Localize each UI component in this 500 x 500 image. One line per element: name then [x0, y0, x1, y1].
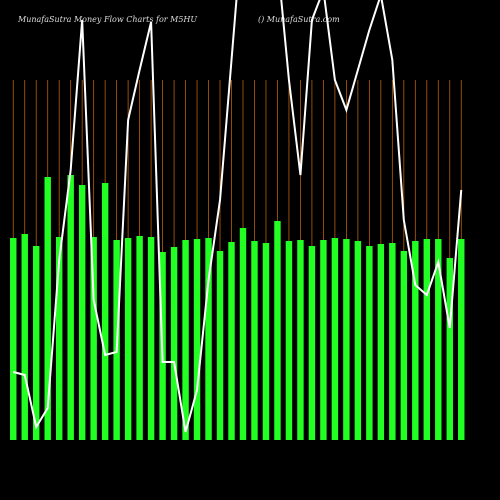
- bar: [78, 185, 86, 440]
- bar: [297, 240, 304, 440]
- bar: [33, 246, 40, 440]
- bar: [55, 237, 63, 440]
- bar: [44, 177, 51, 440]
- line: [12, 0, 463, 433]
- bar: [400, 251, 408, 440]
- bar: [136, 236, 143, 440]
- bar: [228, 242, 235, 440]
- bar: [182, 240, 189, 440]
- bar: [423, 239, 431, 440]
- chart-title: MunafaSutra Money Flow Charts for M5HU: [17, 15, 197, 24]
- bar: [354, 241, 362, 440]
- bar: [251, 241, 258, 440]
- bar: [412, 241, 419, 440]
- bar: [90, 237, 97, 440]
- bar: [10, 238, 17, 440]
- bar: [320, 240, 327, 440]
- bar: [147, 237, 155, 440]
- bar: [343, 239, 350, 440]
- bar: [458, 239, 465, 440]
- bar: [285, 241, 293, 440]
- bar: [170, 247, 178, 440]
- bar: [366, 246, 373, 440]
- bar: [101, 183, 109, 440]
- bar: [262, 243, 270, 440]
- bar: [124, 238, 132, 440]
- bar: [377, 244, 385, 440]
- bar: [239, 228, 247, 440]
- bar: [205, 238, 212, 440]
- bar: [435, 239, 442, 440]
- bar: [446, 258, 453, 440]
- bar: [308, 246, 316, 440]
- bar: [21, 234, 28, 440]
- bar: [331, 238, 339, 440]
- bar: [274, 221, 281, 440]
- bar: [389, 243, 396, 440]
- bar: [216, 251, 224, 440]
- chart-subtitle: () MunafaSutra.com: [258, 15, 340, 24]
- bar: [67, 175, 74, 440]
- bar: [193, 239, 201, 440]
